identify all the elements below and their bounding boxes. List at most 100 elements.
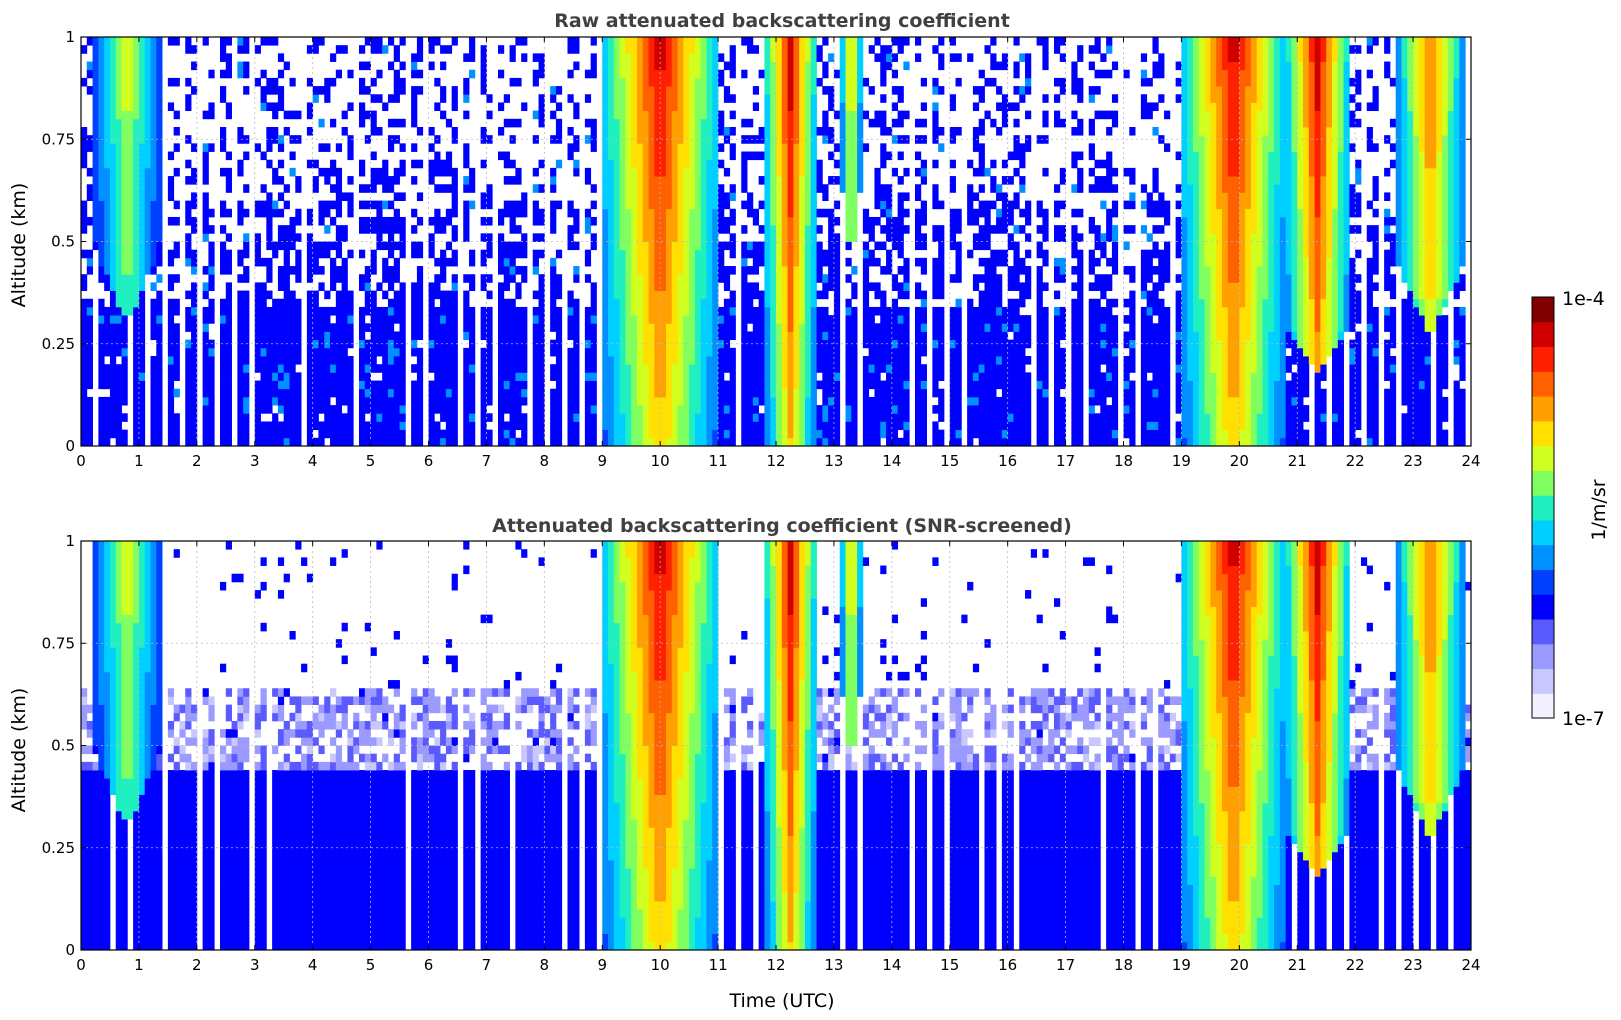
heatmap-cell bbox=[92, 110, 99, 120]
heatmap-cell bbox=[683, 208, 690, 218]
heatmap-cell bbox=[613, 356, 621, 365]
heatmap-cell bbox=[822, 306, 829, 316]
heatmap-cell bbox=[191, 86, 198, 95]
heatmap-cell bbox=[567, 200, 574, 210]
heatmap-cell bbox=[920, 257, 927, 267]
heatmap-cell bbox=[428, 45, 435, 54]
heatmap-cell bbox=[828, 364, 835, 373]
heatmap-cell bbox=[109, 135, 117, 144]
heatmap-cell bbox=[237, 437, 244, 447]
heatmap-cell bbox=[955, 216, 962, 226]
heatmap-cell bbox=[428, 306, 435, 316]
heatmap-cell bbox=[81, 364, 88, 373]
heatmap-cell bbox=[810, 167, 817, 177]
heatmap-cell bbox=[660, 396, 667, 406]
heatmap-cell bbox=[747, 282, 754, 291]
heatmap-cell bbox=[602, 282, 609, 291]
heatmap-cell bbox=[138, 437, 146, 447]
heatmap-cell bbox=[665, 364, 673, 373]
heatmap-cell bbox=[428, 380, 435, 390]
heatmap-cell bbox=[654, 241, 661, 251]
heatmap-cell bbox=[81, 331, 88, 341]
heatmap-cell bbox=[683, 225, 690, 234]
heatmap-cell bbox=[428, 61, 435, 71]
heatmap-cell bbox=[828, 380, 835, 390]
heatmap-cell bbox=[266, 306, 273, 316]
heatmap-cell bbox=[486, 249, 493, 259]
heatmap-cell bbox=[382, 437, 389, 447]
heatmap-cell bbox=[445, 388, 453, 398]
heatmap-cell bbox=[127, 184, 134, 193]
heatmap-cell bbox=[752, 290, 760, 300]
heatmap-cell bbox=[440, 331, 447, 341]
heatmap-cell bbox=[445, 331, 453, 341]
heatmap-cell bbox=[613, 405, 621, 414]
heatmap-cell bbox=[451, 102, 458, 112]
heatmap-cell bbox=[671, 266, 678, 275]
heatmap-cell bbox=[665, 421, 673, 431]
heatmap-cell bbox=[521, 37, 528, 46]
heatmap-cell bbox=[532, 53, 539, 62]
heatmap-cell bbox=[376, 339, 383, 349]
heatmap-cell bbox=[191, 306, 198, 316]
heatmap-cell bbox=[857, 118, 864, 128]
heatmap-cell bbox=[787, 37, 794, 46]
heatmap-cell bbox=[173, 347, 180, 357]
heatmap-cell bbox=[793, 151, 800, 161]
heatmap-cell bbox=[683, 110, 690, 120]
heatmap-cell bbox=[799, 233, 806, 242]
heatmap-cell bbox=[967, 339, 974, 349]
heatmap-cell bbox=[683, 37, 690, 46]
heatmap-cell bbox=[718, 306, 725, 316]
heatmap-cell bbox=[191, 372, 198, 381]
heatmap-cell bbox=[115, 266, 122, 275]
heatmap-cell bbox=[150, 200, 157, 210]
heatmap-cell bbox=[689, 45, 696, 54]
heatmap-cell bbox=[330, 241, 337, 251]
heatmap-cell bbox=[648, 176, 655, 185]
heatmap-cell bbox=[550, 282, 557, 291]
heatmap-cell bbox=[920, 429, 927, 439]
heatmap-cell bbox=[978, 151, 985, 161]
heatmap-cell bbox=[683, 257, 690, 267]
heatmap-cell bbox=[266, 257, 273, 267]
heatmap-cell bbox=[451, 347, 458, 357]
heatmap-cell bbox=[324, 396, 331, 406]
heatmap-cell bbox=[167, 380, 175, 390]
heatmap-cell bbox=[411, 110, 418, 120]
heatmap-cell bbox=[665, 323, 673, 332]
heatmap-cell bbox=[243, 364, 250, 373]
heatmap-cell bbox=[185, 135, 192, 144]
heatmap-cell bbox=[330, 53, 337, 62]
heatmap-cell bbox=[729, 331, 736, 341]
heatmap-cell bbox=[480, 69, 487, 79]
heatmap-cell bbox=[509, 315, 516, 324]
heatmap-cell bbox=[851, 126, 858, 136]
heatmap-cell bbox=[700, 266, 707, 275]
heatmap-cell bbox=[752, 249, 760, 259]
heatmap-cell bbox=[237, 306, 244, 316]
heatmap-cell bbox=[220, 388, 227, 398]
heatmap-cell bbox=[370, 298, 377, 308]
heatmap-cell bbox=[445, 421, 453, 431]
heatmap-cell bbox=[312, 372, 319, 381]
heatmap-cell bbox=[729, 61, 736, 71]
heatmap-cell bbox=[718, 437, 725, 447]
heatmap-cell bbox=[770, 94, 777, 103]
heatmap-cell bbox=[671, 380, 678, 390]
heatmap-cell bbox=[718, 372, 725, 381]
heatmap-cell bbox=[845, 298, 852, 308]
heatmap-cell bbox=[804, 216, 812, 226]
heatmap-cell bbox=[642, 257, 649, 267]
heatmap-cell bbox=[822, 274, 829, 283]
heatmap-cell bbox=[480, 282, 487, 291]
heatmap-cell bbox=[776, 143, 783, 152]
heatmap-cell bbox=[440, 388, 447, 398]
heatmap-cell bbox=[665, 266, 673, 275]
heatmap-cell bbox=[521, 233, 528, 242]
heatmap-cell bbox=[938, 347, 945, 357]
heatmap-cell bbox=[266, 347, 273, 357]
heatmap-cell bbox=[880, 77, 887, 87]
heatmap-cell bbox=[254, 364, 261, 373]
heatmap-cell bbox=[625, 94, 632, 103]
